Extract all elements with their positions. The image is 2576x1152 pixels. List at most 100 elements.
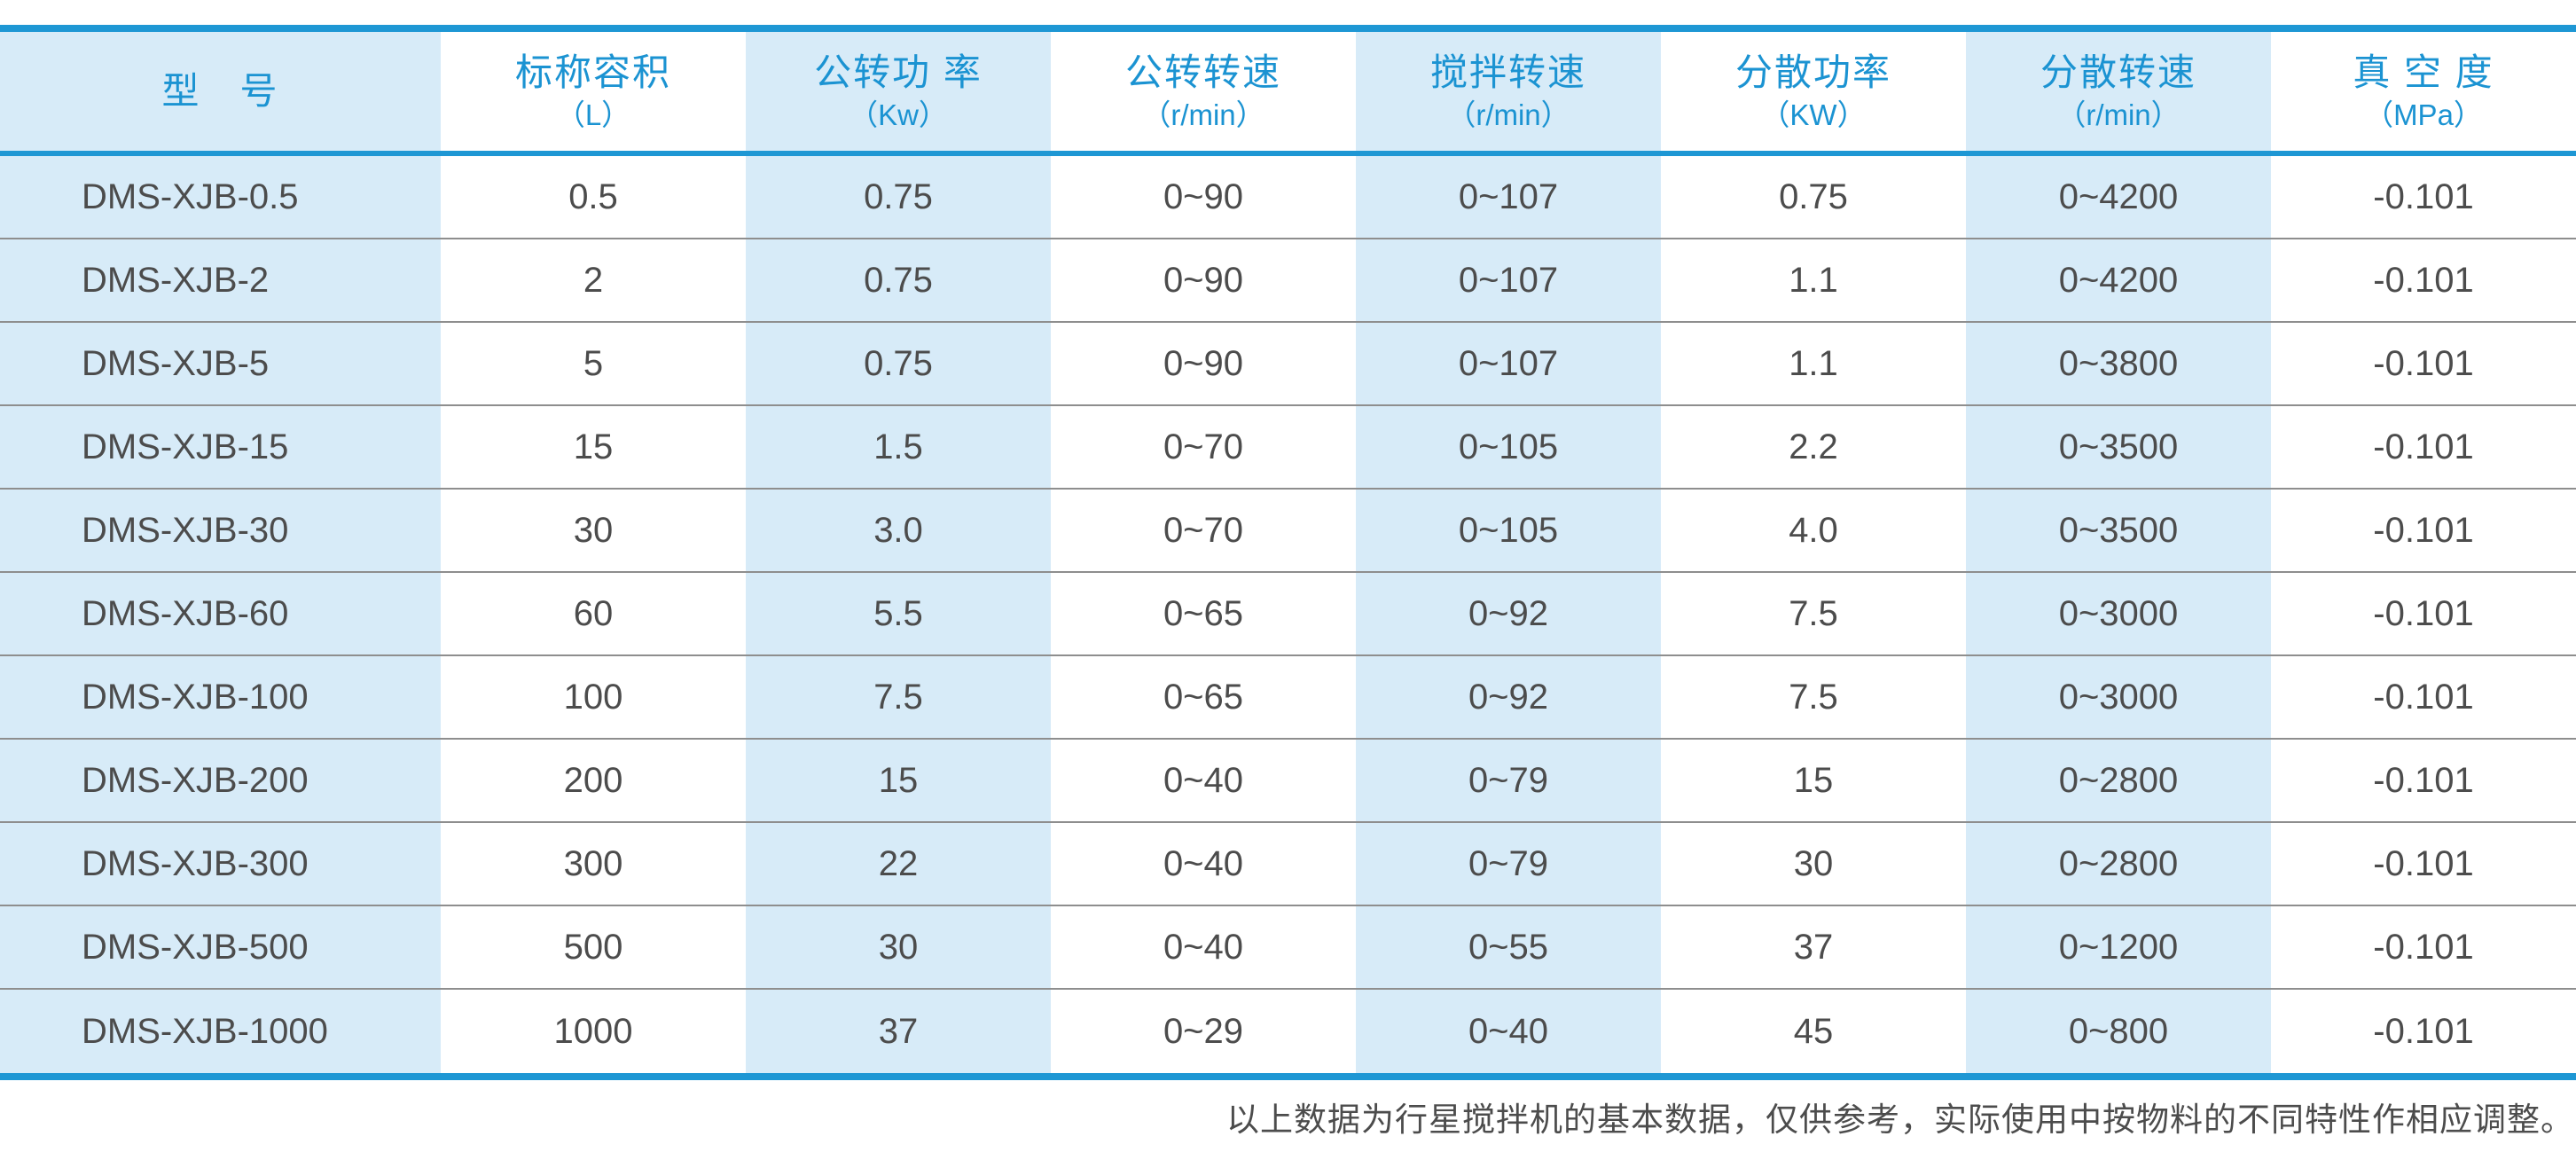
table-row: DMS-XJB-60 60 5.5 0~65 0~92 7.5 0~3000 -0.101 xyxy=(0,573,2576,656)
table-bottom-border xyxy=(0,1073,2576,1080)
model-cell: DMS-XJB-30 xyxy=(0,490,441,571)
table-cell: 15 xyxy=(573,427,614,466)
table-cell: -0.101 xyxy=(2373,427,2474,466)
header-cell: 分散功率 （KW） xyxy=(1661,32,1966,151)
table-row: DMS-XJB-2 2 0.75 0~90 0~107 1.1 0~4200 -0.101 xyxy=(0,239,2576,323)
model-cell: DMS-XJB-0.5 xyxy=(0,156,441,238)
table-cell: 0~3500 xyxy=(1966,490,2271,571)
header-unit: （Kw） xyxy=(849,98,948,131)
header-title: 公转功 率 xyxy=(814,51,983,94)
table-cell: -0.101 xyxy=(2373,176,2474,216)
table-row: DMS-XJB-0.5 0.5 0.75 0~90 0~107 0.75 0~4200 -0.… xyxy=(0,156,2576,239)
table-cell: 300 xyxy=(563,843,623,883)
table-cell: 1.1 xyxy=(1789,260,1838,300)
table-cell: 0~90 xyxy=(1163,176,1244,216)
table-cell: 0~79 xyxy=(1356,823,1661,905)
table-cell: 0~40 xyxy=(1163,760,1244,800)
table-cell: 3.0 xyxy=(746,490,1051,571)
footer-note: 以上数据为行星搅拌机的基本数据，仅供参考，实际使用中按物料的不同特性作相应调整。 xyxy=(1226,1100,2574,1139)
model-cell: DMS-XJB-2 xyxy=(0,239,441,321)
table-cell: 0~800 xyxy=(1966,990,2271,1073)
table-cell: 0~55 xyxy=(1356,906,1661,988)
model-cell: DMS-XJB-60 xyxy=(0,573,441,654)
table-cell: 0~90 xyxy=(1163,343,1244,383)
header-divider xyxy=(0,151,2576,156)
header-cell: 搅拌转速 （r/min） xyxy=(1356,32,1661,151)
table-cell: 0~4200 xyxy=(1966,156,2271,238)
table-cell: -0.101 xyxy=(2373,677,2474,717)
header-unit: （r/min） xyxy=(2056,98,2181,131)
header-title: 分散功率 xyxy=(1734,51,1891,94)
table-cell: 0~3000 xyxy=(1966,573,2271,654)
header-cell: 公转功 率 （Kw） xyxy=(746,32,1051,151)
table-cell: 0.75 xyxy=(746,156,1051,238)
table-cell: 0~4200 xyxy=(1966,239,2271,321)
table-cell: 5.5 xyxy=(746,573,1051,654)
table-cell: 0~79 xyxy=(1356,740,1661,821)
table-cell: 7.5 xyxy=(1789,677,1838,717)
table-cell: 0.75 xyxy=(746,323,1051,404)
table-cell: 0~3000 xyxy=(1966,656,2271,738)
table-cell: 1.5 xyxy=(746,406,1051,488)
table-cell: 0~70 xyxy=(1163,427,1244,466)
model-cell: DMS-XJB-5 xyxy=(0,323,441,404)
table-cell: 0~40 xyxy=(1163,927,1244,967)
table-cell: 15 xyxy=(1793,760,1834,800)
table-cell: 0.5 xyxy=(568,176,618,216)
table-cell: 0~105 xyxy=(1356,490,1661,571)
table-body: DMS-XJB-0.5 0.5 0.75 0~90 0~107 0.75 0~4200 -0.… xyxy=(0,156,2576,1073)
table-cell: -0.101 xyxy=(2373,1011,2474,1051)
header-cell: 标称容积 （L） xyxy=(441,32,746,151)
header-title: 分散转速 xyxy=(2040,51,2196,94)
header-unit: （r/min） xyxy=(1141,98,1265,131)
table-cell: 30 xyxy=(1793,843,1834,883)
model-cell: DMS-XJB-15 xyxy=(0,406,441,488)
table-cell: 30 xyxy=(573,510,614,550)
header-title: 公转转速 xyxy=(1124,51,1281,94)
header-title: 标称容积 xyxy=(514,51,671,94)
table-cell: 37 xyxy=(1793,927,1834,967)
header-unit: （MPa） xyxy=(2364,98,2483,131)
table-cell: 0~107 xyxy=(1356,156,1661,238)
table-cell: 0~1200 xyxy=(1966,906,2271,988)
table-cell: 0~2800 xyxy=(1966,823,2271,905)
header-unit: （L） xyxy=(555,98,631,131)
header-cell: 分散转速 （r/min） xyxy=(1966,32,2271,151)
table-cell: 0~105 xyxy=(1356,406,1661,488)
table-cell: 0~40 xyxy=(1163,843,1244,883)
table-cell: 500 xyxy=(563,927,623,967)
table-cell: 37 xyxy=(746,990,1051,1073)
table-cell: 0~3500 xyxy=(1966,406,2271,488)
table-cell: 0~2800 xyxy=(1966,740,2271,821)
spec-table: 型 号 标称容积 （L） 公转功 率 （Kw） 公转转速 （r/min） 搅拌转速 （r/min… xyxy=(0,25,2576,1080)
table-row: DMS-XJB-5 5 0.75 0~90 0~107 1.1 0~3800 -0.101 xyxy=(0,323,2576,406)
model-cell: DMS-XJB-200 xyxy=(0,740,441,821)
table-cell: -0.101 xyxy=(2373,593,2474,633)
table-cell: 30 xyxy=(746,906,1051,988)
model-cell: DMS-XJB-300 xyxy=(0,823,441,905)
table-cell: 15 xyxy=(746,740,1051,821)
table-row: DMS-XJB-30 30 3.0 0~70 0~105 4.0 0~3500 -0.101 xyxy=(0,490,2576,573)
table-cell: 0~29 xyxy=(1163,1011,1244,1051)
table-cell: -0.101 xyxy=(2373,260,2474,300)
header-title: 型 号 xyxy=(161,69,279,112)
table-row: DMS-XJB-100 100 7.5 0~65 0~92 7.5 0~3000 -0.101 xyxy=(0,656,2576,740)
table-cell: -0.101 xyxy=(2373,927,2474,967)
model-cell: DMS-XJB-1000 xyxy=(0,990,441,1073)
table-row: DMS-XJB-500 500 30 0~40 0~55 37 0~1200 -0.101 xyxy=(0,906,2576,990)
table-cell: 2.2 xyxy=(1789,427,1838,466)
header-title: 真 空 度 xyxy=(2353,51,2494,94)
header-cell: 型 号 xyxy=(0,32,441,151)
model-cell: DMS-XJB-500 xyxy=(0,906,441,988)
header-cell: 公转转速 （r/min） xyxy=(1051,32,1356,151)
table-cell: 200 xyxy=(563,760,623,800)
table-cell: 1000 xyxy=(553,1011,633,1051)
table-cell: 0~92 xyxy=(1356,656,1661,738)
table-cell: 0~70 xyxy=(1163,510,1244,550)
table-cell: 0.75 xyxy=(746,239,1051,321)
table-cell: -0.101 xyxy=(2373,760,2474,800)
table-header-row: 型 号 标称容积 （L） 公转功 率 （Kw） 公转转速 （r/min） 搅拌转速 （r/min… xyxy=(0,32,2576,151)
table-row: DMS-XJB-15 15 1.5 0~70 0~105 2.2 0~3500 -0.101 xyxy=(0,406,2576,490)
table-cell: 45 xyxy=(1793,1011,1834,1051)
table-cell: 0.75 xyxy=(1779,176,1848,216)
